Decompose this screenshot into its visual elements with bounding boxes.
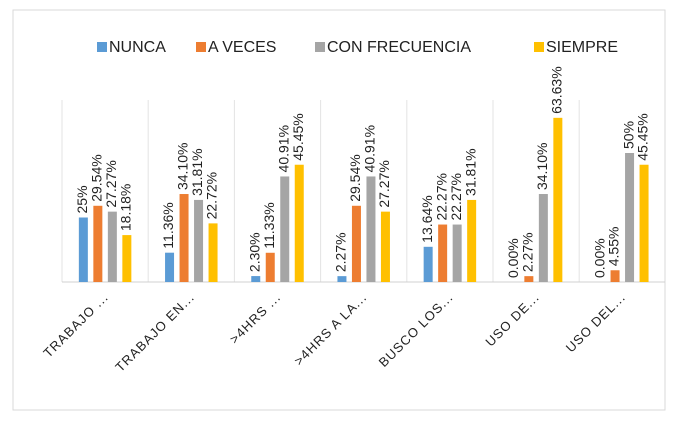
legend-swatch (315, 42, 325, 52)
data-label: 40.91% (275, 125, 291, 172)
data-label: 31.81% (462, 148, 478, 195)
bar (366, 176, 376, 282)
data-label: 4.55% (606, 227, 622, 267)
legend-label: NUNCA (109, 39, 166, 56)
data-label: 11.36% (160, 202, 176, 248)
bar (78, 217, 88, 282)
bar (553, 117, 563, 283)
legend-label: SIEMPRE (546, 39, 618, 56)
data-label: 22.72% (204, 172, 220, 219)
legend-label: A VECES (208, 39, 276, 56)
data-label: 29.54% (89, 154, 105, 201)
bar (194, 199, 204, 282)
data-label: 2.27% (333, 232, 349, 272)
legend-label: CON FRECUENCIA (327, 39, 471, 56)
data-label: 34.10% (175, 143, 191, 190)
data-label: 50% (620, 121, 636, 149)
data-label: 31.81% (189, 148, 205, 195)
data-label: 27.27% (376, 160, 392, 207)
bar (265, 252, 275, 282)
data-label: 34.10% (534, 143, 550, 190)
data-label: 25% (74, 185, 90, 213)
bar (165, 252, 175, 282)
bar (280, 176, 290, 282)
data-label: 18.18% (118, 184, 134, 231)
data-label: 13.64% (419, 195, 435, 242)
bar (251, 276, 261, 282)
data-label: 2.30% (246, 232, 262, 272)
bar (122, 235, 132, 282)
data-label: 0.00% (591, 238, 607, 278)
data-label: 27.27% (103, 160, 119, 207)
legend-swatch (196, 42, 206, 52)
bar (610, 270, 620, 282)
bar (438, 224, 448, 282)
data-label: 63.63% (549, 66, 565, 113)
data-label: 45.45% (290, 113, 306, 160)
data-label: 22.27% (448, 173, 464, 220)
bar (351, 205, 361, 282)
bar (538, 194, 548, 282)
data-label: 22.27% (433, 173, 449, 220)
data-label: 45.45% (635, 113, 651, 160)
bar (423, 246, 433, 282)
bar (294, 164, 304, 282)
bar (524, 276, 534, 282)
data-label: 0.00% (505, 238, 521, 278)
data-label: 11.33% (261, 202, 277, 248)
data-label: 40.91% (362, 125, 378, 172)
bar (179, 194, 189, 282)
bar (337, 276, 347, 282)
bar (625, 153, 635, 282)
bar (452, 224, 462, 282)
bar (639, 164, 649, 282)
data-label: 2.27% (520, 232, 536, 272)
bar (107, 211, 117, 282)
bar (467, 199, 477, 282)
bar (208, 223, 218, 282)
data-label: 29.54% (347, 154, 363, 201)
legend-swatch (534, 42, 544, 52)
bar (93, 205, 103, 282)
bar (380, 211, 390, 282)
legend-swatch (97, 42, 107, 52)
